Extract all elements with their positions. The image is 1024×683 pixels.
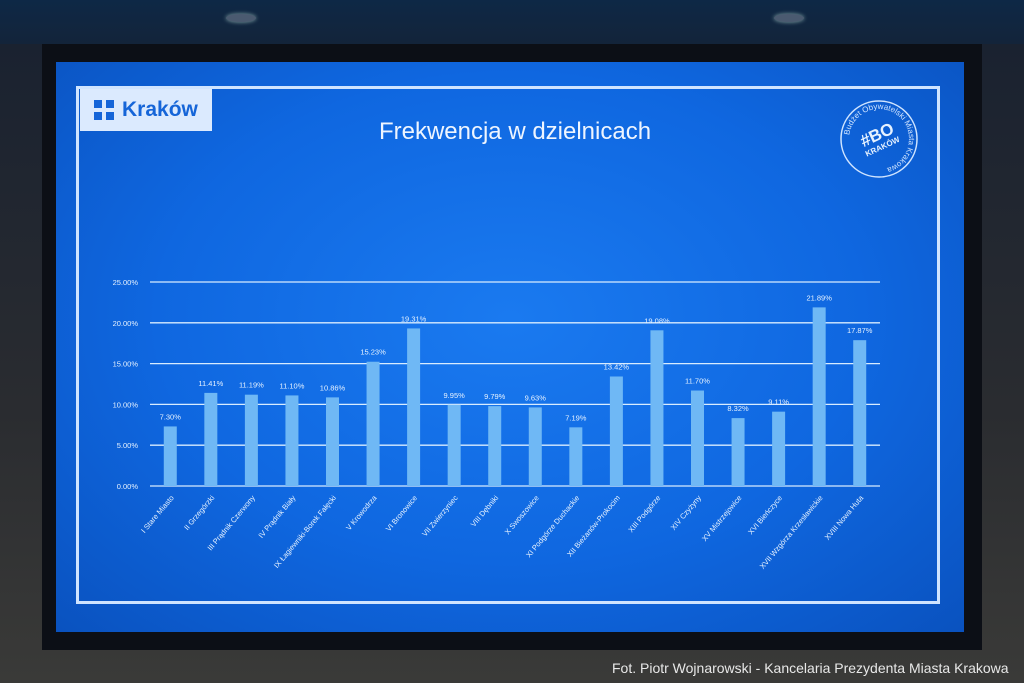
data-label: 11.19% (239, 381, 264, 390)
bar (609, 376, 623, 486)
bar (691, 390, 704, 486)
y-tick-label: 20.00% (113, 319, 139, 328)
photo-credit: Fot. Piotr Wojnarowski - Kancelaria Prez… (612, 660, 1009, 676)
bar (447, 404, 461, 486)
data-label: 7.30% (160, 412, 182, 421)
krakow-logo: Kraków (80, 89, 212, 131)
data-label: 8.32% (727, 404, 749, 413)
y-tick-label: 10.00% (113, 400, 139, 409)
x-tick-label: XIV Czyżyny (669, 493, 703, 532)
bar (366, 361, 380, 486)
bar (569, 427, 583, 486)
bar (650, 330, 664, 486)
ceiling-light (226, 14, 256, 22)
x-tick-label: IV Prądnik Biały (257, 493, 298, 540)
data-label: 11.70% (685, 377, 710, 386)
x-tick-label: V Krowodrza (344, 493, 379, 532)
data-label: 9.11% (768, 398, 789, 407)
bar (326, 397, 339, 486)
data-label: 11.41% (198, 379, 223, 388)
bar (488, 406, 502, 486)
x-tick-label: I Stare Miasto (139, 494, 176, 535)
data-label: 7.19% (565, 413, 587, 422)
x-tick-label: VII Zwierzyniec (420, 493, 460, 538)
x-tick-label: XVIII Nowa Huta (823, 493, 866, 542)
x-tick-label: II Grzegórzki (182, 493, 216, 532)
bar (853, 340, 867, 486)
x-tick-label: XV Mistrzejowice (700, 494, 744, 544)
x-tick-label: VI Bronowice (384, 494, 419, 534)
chart-title: Frekwencja w dzielnicach (378, 118, 652, 145)
data-label: 11.10% (279, 381, 304, 390)
data-label: 19.31% (401, 314, 427, 323)
y-tick-label: 5.00% (117, 441, 139, 450)
data-label: 10.86% (320, 383, 346, 392)
x-tick-label: X Swoszowice (503, 494, 541, 537)
data-label: 9.95% (444, 391, 466, 400)
x-tick-label: XVI Bieńczyce (746, 494, 784, 537)
bar (244, 394, 258, 486)
y-tick-label: 0.00% (117, 482, 139, 491)
y-tick-label: 15.00% (113, 360, 139, 369)
data-label: 19.08% (644, 316, 670, 325)
data-label: 15.23% (360, 348, 386, 357)
bar (407, 328, 421, 486)
bar (772, 411, 786, 486)
ceiling-light (774, 14, 804, 22)
data-label: 9.79% (484, 392, 506, 401)
bar (731, 418, 745, 486)
data-label: 9.63% (525, 393, 547, 402)
x-tick-label: VIII Dębniki (469, 493, 501, 528)
data-label: 17.87% (847, 326, 873, 335)
data-label: 21.89% (806, 293, 832, 302)
x-tick-label: XIII Podgórze (626, 494, 662, 535)
data-label: 13.42% (604, 362, 630, 371)
bar (285, 395, 299, 486)
bar (204, 392, 218, 486)
bo-krakow-seal: Budżet Obywatelski Miasta Krakowa #BO KR… (840, 100, 918, 178)
logo-text: Kraków (122, 98, 198, 121)
bar (528, 407, 542, 486)
bar (163, 426, 177, 486)
y-tick-label: 25.00% (113, 278, 139, 287)
slide-border (76, 86, 940, 604)
ceiling (0, 0, 1024, 44)
krakow-logo-icon (94, 100, 114, 120)
bar (812, 307, 826, 486)
